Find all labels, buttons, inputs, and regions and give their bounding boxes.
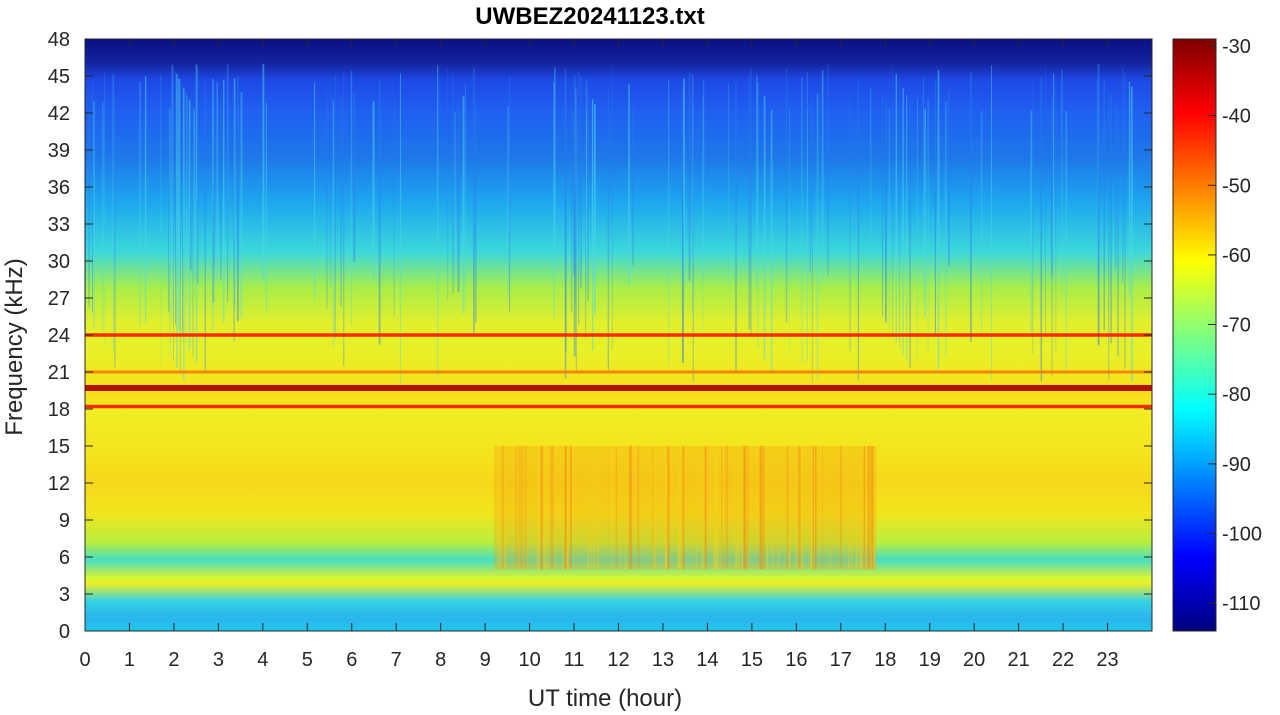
y-tick-label: 24 — [48, 325, 70, 347]
colorbar-gradient — [1172, 38, 1217, 632]
x-tick-label: 0 — [79, 649, 90, 671]
colorbar-tick-label: -110 — [1222, 593, 1261, 615]
x-axis: 0 1 2 3 4 5 6 7 8 9 10 11 12 13 14 15 16 17 18 19 20 21 22 23 — [79, 39, 1119, 671]
x-tick-label: 18 — [874, 649, 896, 671]
x-tick-label: 13 — [652, 649, 674, 671]
x-tick-label: 22 — [1052, 649, 1074, 671]
y-tick-label: 21 — [48, 362, 70, 384]
x-tick-label: 5 — [302, 649, 313, 671]
x-tick-label: 2 — [168, 649, 179, 671]
x-tick-label: 10 — [518, 649, 540, 671]
y-tick-label: 45 — [48, 66, 70, 88]
colorbar: -30 -40 -50 -60 -70 -80 -90 -100 -110 — [1172, 36, 1262, 632]
y-tick-label: 15 — [48, 436, 70, 458]
x-tick-label: 4 — [257, 649, 268, 671]
y-tick-label: 42 — [48, 103, 70, 125]
y-tick-label: 36 — [48, 177, 70, 199]
spectrogram-lines — [85, 333, 1152, 580]
y-tick-label: 48 — [48, 29, 70, 51]
spectrogram-overlay — [84, 63, 1133, 570]
y-tick-label: 6 — [59, 547, 70, 569]
y-tick-label: 18 — [48, 399, 70, 421]
y-tick-label: 9 — [59, 510, 70, 532]
y-axis-label: Frequency (kHz) — [1, 258, 28, 435]
colorbar-tick-label: -40 — [1222, 106, 1251, 128]
x-tick-label: 8 — [435, 649, 446, 671]
colorbar-tick-label: -90 — [1222, 454, 1251, 476]
x-tick-label: 14 — [696, 649, 718, 671]
y-tick-label: 12 — [48, 473, 70, 495]
x-tick-label: 19 — [919, 649, 941, 671]
x-tick-label: 1 — [124, 649, 135, 671]
colorbar-tick-label: -70 — [1222, 315, 1251, 337]
x-axis-label: UT time (hour) — [528, 685, 682, 712]
plot-area — [84, 38, 1153, 632]
x-tick-label: 23 — [1096, 649, 1118, 671]
chart-title: UWBEZ20241123.txt — [475, 3, 704, 30]
y-tick-label: 30 — [48, 251, 70, 273]
x-tick-label: 16 — [785, 649, 807, 671]
y-tick-label: 0 — [59, 621, 70, 643]
colorbar-ticks: -30 -40 -50 -60 -70 -80 -90 -100 -110 — [1208, 36, 1262, 615]
colorbar-tick-label: -50 — [1222, 175, 1251, 197]
x-tick-label: 21 — [1008, 649, 1030, 671]
colorbar-tick-label: -30 — [1222, 36, 1251, 58]
colorbar-tick-label: -60 — [1222, 245, 1251, 267]
x-tick-label: 17 — [830, 649, 852, 671]
x-tick-label: 6 — [346, 649, 357, 671]
x-tick-label: 7 — [391, 649, 402, 671]
y-tick-label: 27 — [48, 288, 70, 310]
y-tick-label: 3 — [59, 584, 70, 606]
colorbar-tick-label: -80 — [1222, 384, 1251, 406]
x-tick-label: 3 — [213, 649, 224, 671]
x-tick-label: 9 — [480, 649, 491, 671]
x-tick-label: 12 — [607, 649, 629, 671]
x-tick-label: 15 — [741, 649, 763, 671]
colorbar-tick-label: -100 — [1222, 523, 1262, 545]
x-tick-label: 11 — [564, 649, 585, 671]
y-tick-label: 33 — [48, 214, 70, 236]
x-tick-label: 20 — [963, 649, 985, 671]
y-tick-label: 39 — [48, 140, 70, 162]
